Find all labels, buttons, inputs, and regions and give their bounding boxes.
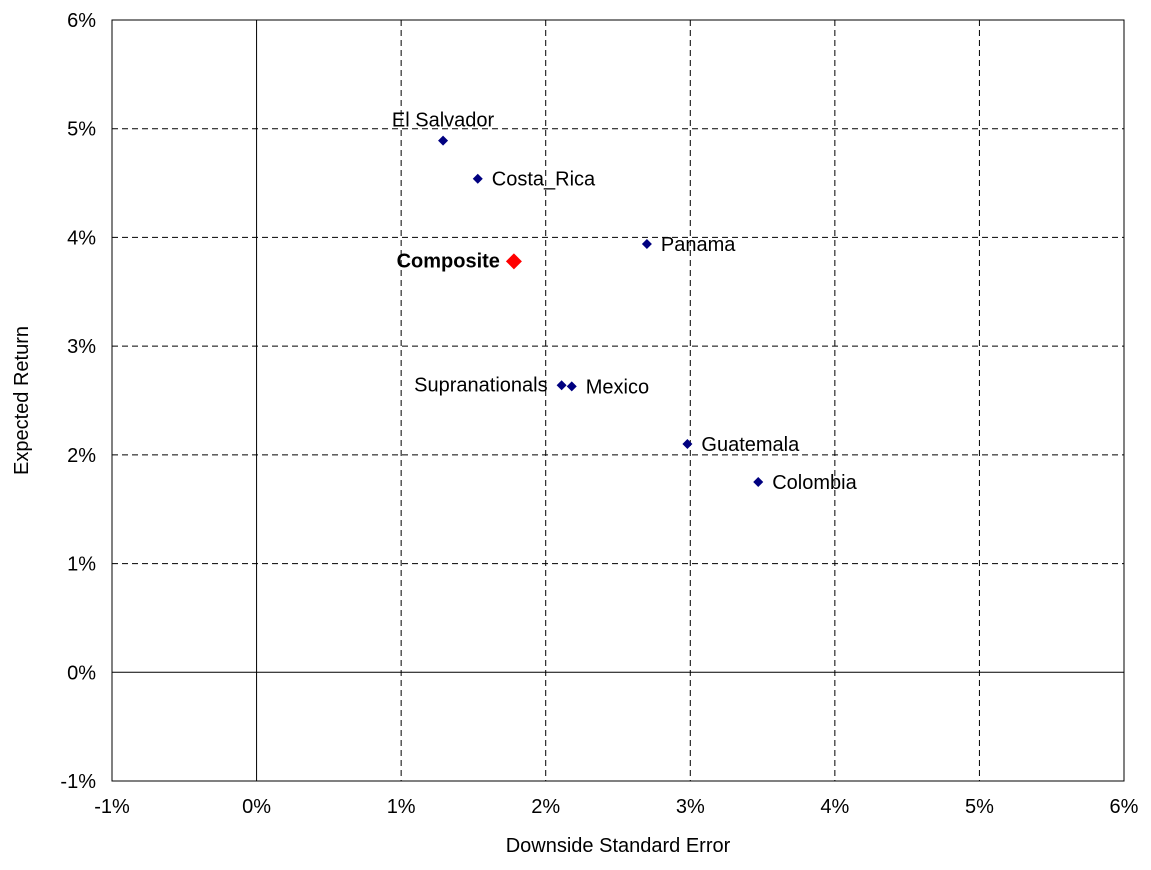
y-tick-label: 3%	[67, 336, 96, 358]
x-tick-label: 6%	[1110, 796, 1139, 818]
data-point-label: El Salvador	[392, 110, 495, 132]
x-tick-label: 4%	[820, 796, 849, 818]
data-point	[566, 381, 577, 392]
y-axis-title: Expected Return	[11, 326, 33, 475]
data-point-label: Guatemala	[701, 434, 800, 456]
y-tick-label: 4%	[67, 227, 96, 249]
plot-frame	[111, 19, 1125, 782]
data-point-label: Costa_Rica	[492, 169, 596, 191]
x-axis-title: Downside Standard Error	[506, 835, 731, 857]
y-tick-label: 0%	[67, 662, 96, 684]
y-tick-label: 6%	[67, 10, 96, 32]
gridlines	[112, 20, 1124, 781]
x-tick-label: 2%	[531, 796, 560, 818]
x-tick-label: 1%	[387, 796, 416, 818]
data-point	[505, 253, 522, 270]
point-labels: El Salvador Costa_Rica Panama Composite Supr…	[392, 110, 858, 494]
data-point	[753, 477, 764, 488]
data-point	[682, 438, 693, 449]
data-points	[438, 135, 764, 488]
data-point	[556, 380, 567, 391]
data-point-label: Supranationals	[414, 374, 547, 396]
data-point	[472, 173, 483, 184]
y-tick-label: 1%	[67, 554, 96, 576]
data-point-label: Colombia	[772, 472, 857, 494]
x-tick-label: 3%	[676, 796, 705, 818]
zero-axes	[112, 20, 1124, 781]
y-tick-label: 5%	[67, 119, 96, 141]
data-point-label: Composite	[397, 250, 500, 272]
x-tick-labels: -1% 0% 1% 2% 3% 4% 5% 6%	[94, 796, 1138, 818]
x-tick-label: 5%	[965, 796, 994, 818]
y-tick-label: 2%	[67, 445, 96, 467]
x-tick-label: -1%	[94, 796, 130, 818]
data-point-label: Mexico	[586, 376, 649, 398]
y-tick-label: -1%	[60, 771, 96, 793]
data-point-label: Panama	[661, 234, 736, 256]
data-point	[641, 238, 652, 249]
y-tick-labels: -1% 0% 1% 2% 3% 4% 5% 6%	[60, 10, 96, 793]
x-tick-label: 0%	[242, 796, 271, 818]
data-point	[438, 135, 449, 146]
